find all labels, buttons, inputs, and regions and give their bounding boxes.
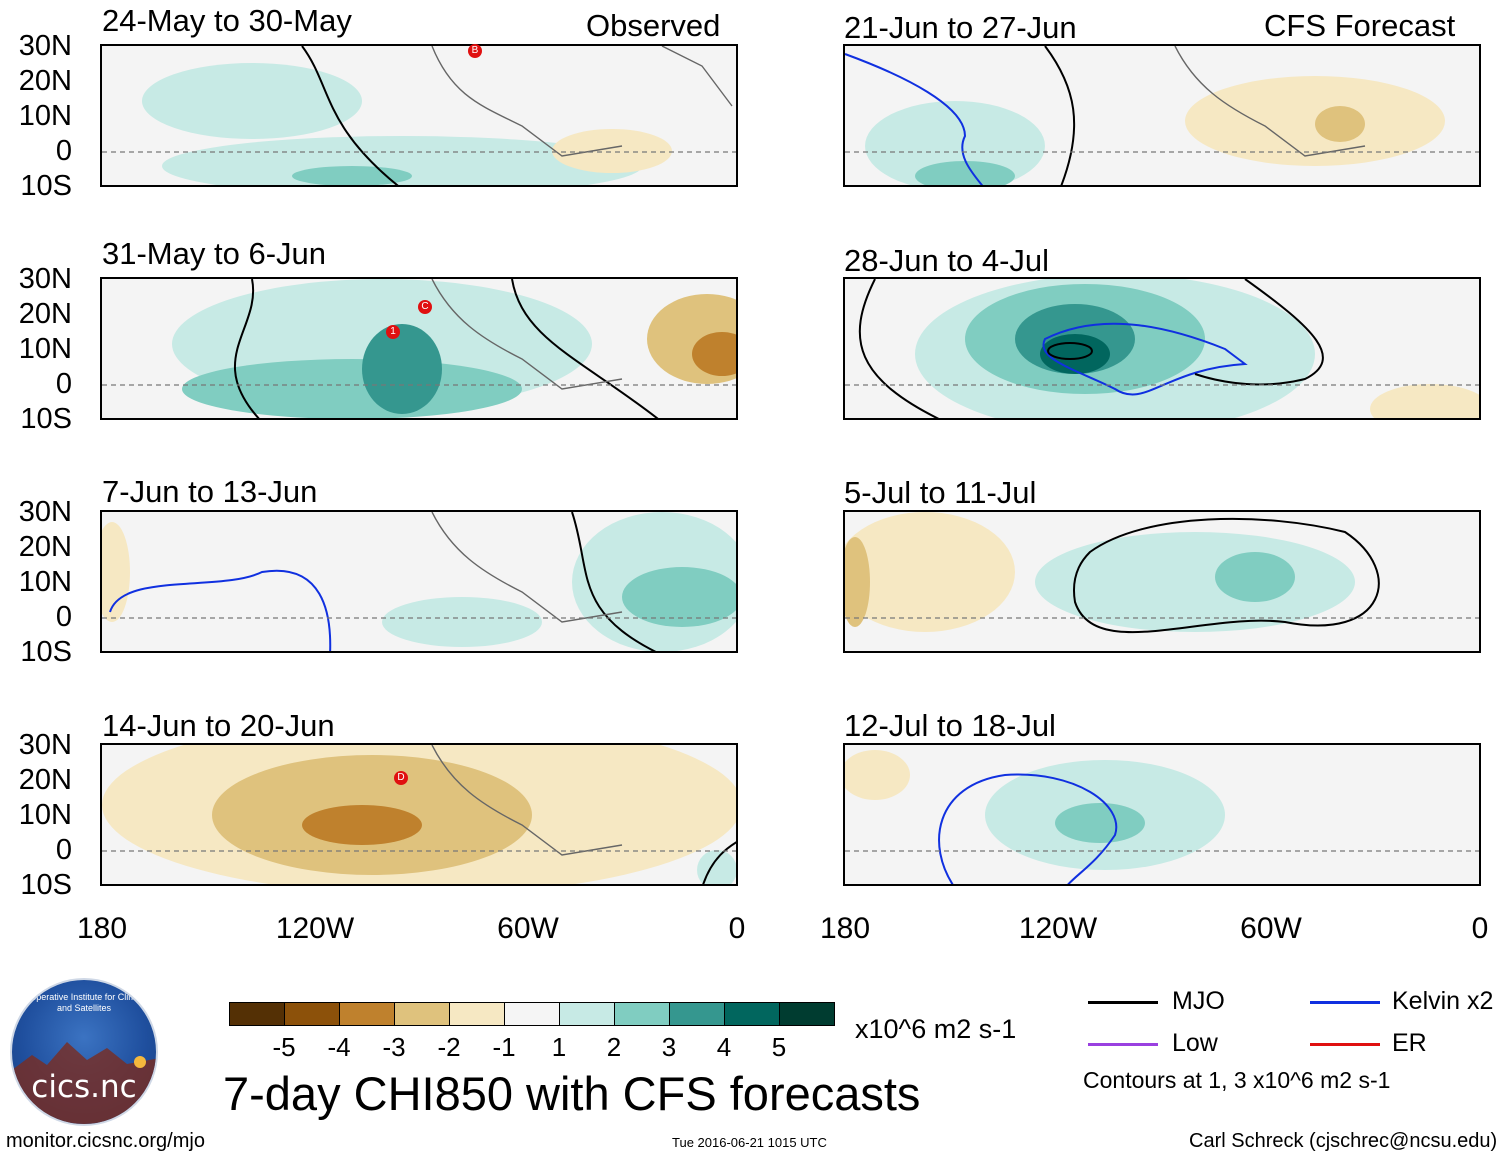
lat-label: 0 xyxy=(55,368,72,400)
storm-marker: 1 xyxy=(386,325,400,339)
legend-label-er: ER xyxy=(1392,1029,1427,1057)
colorbar-tick-label: 4 xyxy=(716,1032,732,1062)
panel-title: 12-Jul to 18-Jul xyxy=(844,708,1056,743)
colorbar-box xyxy=(394,1002,450,1026)
storm-marker: B xyxy=(468,44,482,58)
panel-title: 28-Jun to 4-Jul xyxy=(844,243,1050,278)
colorbar-box xyxy=(229,1002,285,1026)
lon-label: 0 xyxy=(1471,912,1489,945)
legend-label-low: Low xyxy=(1172,1029,1218,1057)
colorbar-tick-label: 5 xyxy=(771,1032,787,1062)
lat-label: 10N xyxy=(18,566,72,598)
lat-label: 30N xyxy=(18,30,72,62)
lat-label: 30N xyxy=(18,729,72,761)
panel-title: 31-May to 6-Jun xyxy=(102,236,326,271)
observed-label: Observed xyxy=(586,8,721,43)
panel-title: 14-Jun to 20-Jun xyxy=(102,708,335,743)
colorbar-box xyxy=(339,1002,395,1026)
colorbar-units: x10^6 m2 s-1 xyxy=(855,1014,1017,1044)
lon-label: 120W xyxy=(1018,912,1098,945)
map-panel-5-jul xyxy=(843,510,1481,653)
lat-label: 10S xyxy=(20,403,72,435)
map-panel-24-may xyxy=(100,44,738,187)
map-plot xyxy=(102,745,736,884)
colorbar-tick-label: 1 xyxy=(551,1032,567,1062)
map-panel-21-jun xyxy=(843,44,1481,187)
panel-title: 5-Jul to 11-Jul xyxy=(844,475,1037,510)
footer-author: Carl Schreck (cjschrec@ncsu.edu) xyxy=(1189,1130,1498,1152)
cfs-forecast-label: CFS Forecast xyxy=(1264,8,1456,43)
colorbar-box xyxy=(724,1002,780,1026)
map-plot xyxy=(845,750,1479,884)
colorbar-box xyxy=(669,1002,725,1026)
map-plot xyxy=(845,512,1479,634)
panel-title: 7-Jun to 13-Jun xyxy=(102,474,318,509)
legend-label-mjo: MJO xyxy=(1172,987,1225,1015)
colorbar-tick-label: -5 xyxy=(272,1032,296,1062)
logo-mountains xyxy=(12,1042,156,1124)
logo-text: cics.nc xyxy=(31,1069,137,1105)
map-panel-28-jun xyxy=(843,277,1481,420)
map-plot xyxy=(102,46,736,185)
map-panel-7-jun xyxy=(100,510,738,653)
panel-title: 24-May to 30-May xyxy=(102,3,352,38)
colorbar-box xyxy=(779,1002,835,1026)
legend-line-er xyxy=(1310,1043,1380,1046)
lat-label: 10N xyxy=(18,333,72,365)
lat-label: 20N xyxy=(18,531,72,563)
sun-icon xyxy=(134,1056,146,1068)
legend-line-mjo xyxy=(1088,1001,1158,1004)
contour-note: Contours at 1, 3 x10^6 m2 s-1 xyxy=(1083,1067,1391,1093)
main-title: 7-day CHI850 with CFS forecasts xyxy=(223,1067,921,1120)
storm-marker: C xyxy=(418,300,432,314)
footer-timestamp: Tue 2016-06-21 1015 UTC xyxy=(672,1135,827,1150)
legend-line-kelvin xyxy=(1310,1001,1380,1004)
lon-label: 60W xyxy=(1240,912,1302,945)
lat-label: 0 xyxy=(55,601,72,633)
lat-label: 10N xyxy=(18,100,72,132)
lat-label: 10S xyxy=(20,636,72,668)
colorbar-tick-label: -1 xyxy=(492,1032,516,1062)
legend-line-low xyxy=(1088,1043,1158,1046)
logo-ring-text: Cooperative Institute for Climate and Sa… xyxy=(19,992,149,1013)
lon-label: 0 xyxy=(728,912,746,945)
panel-title: 21-Jun to 27-Jun xyxy=(844,10,1077,45)
map-plot xyxy=(845,46,1479,185)
storm-marker: D xyxy=(394,771,408,785)
lat-label: 20N xyxy=(18,65,72,97)
map-panel-12-jul xyxy=(843,743,1481,886)
lat-label: 10N xyxy=(18,799,72,831)
lat-label: 0 xyxy=(55,135,72,167)
map-plot xyxy=(845,279,1479,418)
map-plot xyxy=(102,279,736,418)
map-plot xyxy=(102,512,736,651)
lat-label: 0 xyxy=(55,834,72,866)
colorbar-tick-label: -3 xyxy=(382,1032,406,1062)
colorbar-box xyxy=(559,1002,615,1026)
colorbar-tick-label: -2 xyxy=(437,1032,461,1062)
lat-label: 10S xyxy=(20,869,72,901)
lat-label: 30N xyxy=(18,263,72,295)
lat-label: 20N xyxy=(18,298,72,330)
lon-label: 180 xyxy=(76,912,128,945)
colorbar-tick-label: 2 xyxy=(606,1032,622,1062)
lat-label: 10S xyxy=(20,170,72,202)
colorbar-tick-label: -4 xyxy=(327,1032,351,1062)
lat-label: 20N xyxy=(18,764,72,796)
colorbar-box xyxy=(284,1002,340,1026)
legend-label-kelvin: Kelvin x2 xyxy=(1392,987,1494,1015)
lon-label: 60W xyxy=(497,912,559,945)
footer-url: monitor.cicsnc.org/mjo xyxy=(6,1130,205,1152)
colorbar-tick-label: 3 xyxy=(661,1032,677,1062)
colorbar-box xyxy=(449,1002,505,1026)
lat-label: 30N xyxy=(18,496,72,528)
colorbar-box xyxy=(614,1002,670,1026)
lon-label: 180 xyxy=(819,912,871,945)
map-panel-31-may xyxy=(100,277,738,420)
map-panel-14-jun xyxy=(100,743,738,886)
cics-logo: Cooperative Institute for Climate and Sa… xyxy=(10,978,158,1126)
lon-label: 120W xyxy=(275,912,355,945)
colorbar-box xyxy=(504,1002,560,1026)
